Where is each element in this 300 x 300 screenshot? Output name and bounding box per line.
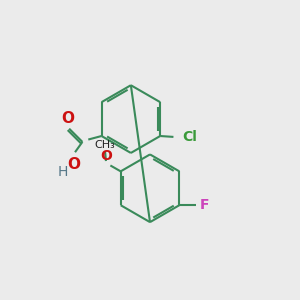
- Text: O: O: [67, 157, 80, 172]
- Text: F: F: [200, 198, 209, 212]
- Text: O: O: [61, 111, 74, 126]
- Text: CH₃: CH₃: [94, 140, 115, 150]
- Text: O: O: [100, 148, 112, 163]
- Text: Cl: Cl: [182, 130, 197, 145]
- Text: H: H: [58, 166, 68, 179]
